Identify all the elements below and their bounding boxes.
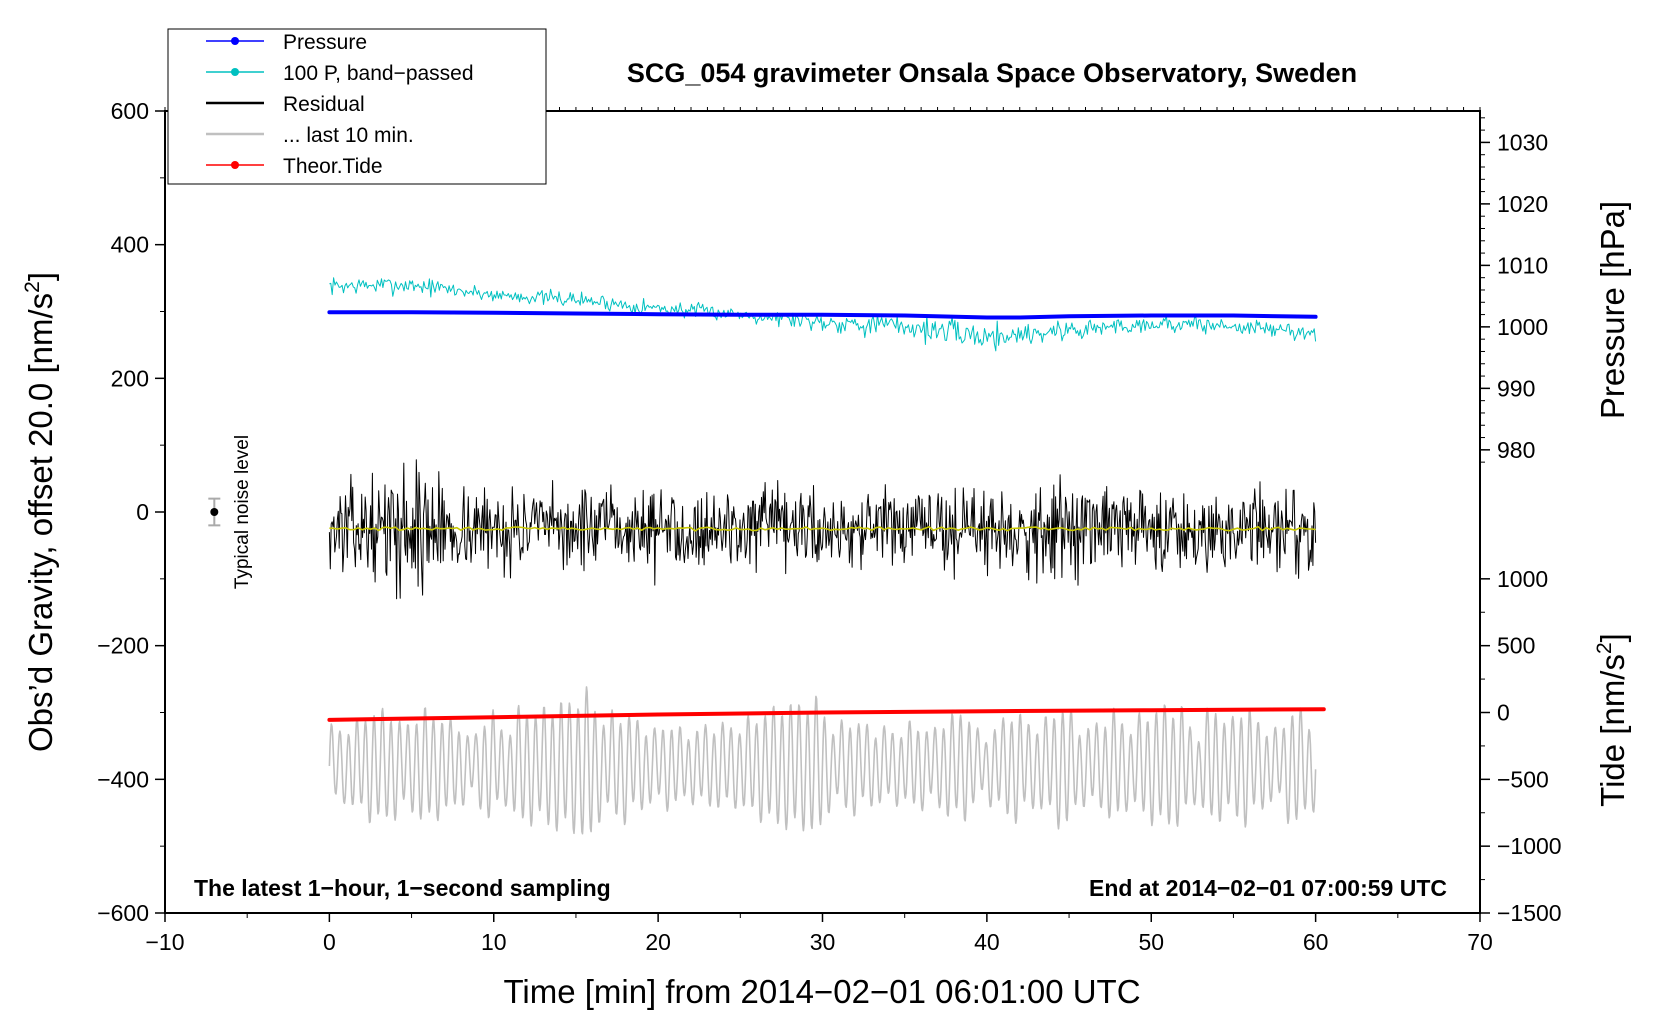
legend-label: Pressure [283, 31, 367, 54]
x-tick-label: 60 [1303, 929, 1329, 955]
pressure-tick-label: 980 [1497, 437, 1535, 463]
y-left-tick-label: −600 [97, 900, 149, 926]
x-axis: −10 0 10 20 30 40 50 60 70 [145, 107, 1493, 955]
series-band-passed-pressure [329, 277, 1317, 352]
y-axis-tide-label-end: ] [1594, 633, 1631, 642]
noise-point [210, 508, 219, 516]
legend-box [167, 28, 547, 185]
y-axis-tide-label-text: Tide [nm/s [1594, 654, 1631, 807]
x-tick-label: 50 [1138, 929, 1164, 955]
tide-tick-label: −1500 [1497, 900, 1562, 926]
series-residual-smoothed [329, 525, 1316, 532]
x-tick-label: 10 [481, 929, 507, 955]
y-axis-tide: 1000 500 0 −500 −1000 −1500 [1480, 566, 1562, 926]
legend-label: 100 P, band−passed [283, 62, 474, 85]
y-left-tick-label: 600 [111, 98, 149, 124]
legend-label: Theor.Tide [283, 155, 383, 178]
tide-tick-label: 500 [1497, 633, 1535, 659]
x-tick-label: 0 [323, 929, 336, 955]
y-left-tick-label: 0 [136, 499, 149, 525]
pressure-tick-label: 1010 [1497, 252, 1548, 278]
series-pressure [327, 310, 1318, 320]
legend: Pressure 100 P, band−passed Residual ... la… [167, 28, 547, 185]
legend-marker [231, 161, 239, 169]
tide-tick-label: 1000 [1497, 566, 1548, 592]
series-group [327, 277, 1326, 835]
chart-title: SCG_054 gravimeter Onsala Space Observat… [627, 58, 1357, 88]
legend-label: ... last 10 min. [283, 124, 414, 147]
pressure-tick-label: 1020 [1497, 191, 1548, 217]
noise-level-label: Typical noise level [232, 435, 253, 589]
series-theoretical-tide [327, 707, 1326, 722]
y-axis-pressure-label: Pressure [hPa] [1594, 201, 1631, 419]
y-axis-left-label-sup: 2 [21, 281, 44, 293]
x-axis-label: Time [min] from 2014−02−01 06:01:00 UTC [503, 973, 1140, 1010]
y-axis-left-label-text: Obs’d Gravity, offset 20.0 [nm/s [22, 293, 59, 752]
y-axis-tide-label: Tide [nm/s2] [1593, 633, 1631, 807]
y-axis-left: 600 400 200 0 −200 −400 −600 [97, 98, 165, 926]
pressure-tick-label: 990 [1497, 375, 1535, 401]
tide-tick-label: 0 [1497, 700, 1510, 726]
legend-marker [231, 68, 239, 76]
y-left-tick-label: 200 [111, 365, 149, 391]
tide-tick-label: −1000 [1497, 833, 1562, 859]
legend-marker [231, 37, 239, 45]
x-tick-label: 70 [1467, 929, 1493, 955]
series-residual [328, 459, 1317, 600]
y-axis-tide-label-sup: 2 [1593, 642, 1616, 654]
x-tick-label: 40 [974, 929, 1000, 955]
annotation-end-time: End at 2014−02−01 07:00:59 UTC [1089, 875, 1447, 901]
y-axis-pressure: 1030 1020 1010 1000 990 980 [1480, 117, 1548, 463]
annotation-sampling: The latest 1−hour, 1−second sampling [194, 875, 611, 901]
legend-entries: Pressure 100 P, band−passed Residual ... la… [206, 31, 474, 178]
x-tick-label: 30 [810, 929, 836, 955]
y-left-tick-label: 400 [111, 232, 149, 258]
y-axis-left-label-end: ] [22, 272, 59, 281]
y-left-tick-label: −400 [97, 766, 149, 792]
x-tick-label: −10 [145, 929, 184, 955]
y-left-tick-label: −200 [97, 633, 149, 659]
y-axis-left-label: Obs’d Gravity, offset 20.0 [nm/s2] [21, 272, 59, 752]
pressure-tick-label: 1000 [1497, 314, 1548, 340]
tide-tick-label: −500 [1497, 766, 1549, 792]
noise-level-indicator: Typical noise level [208, 435, 253, 589]
pressure-tick-label: 1030 [1497, 129, 1548, 155]
legend-label: Residual [283, 93, 365, 116]
x-tick-label: 20 [645, 929, 671, 955]
